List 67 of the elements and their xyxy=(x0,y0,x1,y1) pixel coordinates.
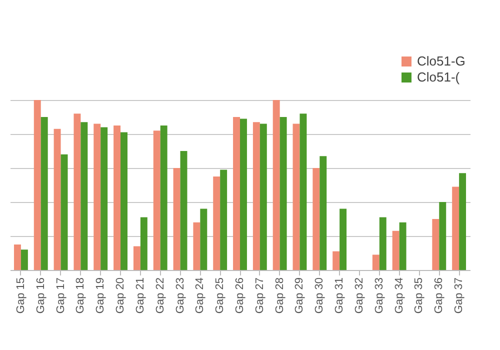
x-tick-label: Gap 26 xyxy=(234,278,246,314)
bar xyxy=(20,250,28,270)
bar xyxy=(114,126,121,270)
x-tick-label: Gap 33 xyxy=(373,278,386,314)
x-tick-label: Gap 22 xyxy=(154,278,166,314)
bar xyxy=(34,100,41,270)
bar xyxy=(340,208,347,270)
bar xyxy=(312,168,320,270)
bar xyxy=(439,202,446,270)
bar xyxy=(133,246,140,270)
bar xyxy=(332,251,340,270)
x-tick-label: Gap 21 xyxy=(134,278,146,314)
x-tick-label: Gap 25 xyxy=(214,278,226,314)
bar xyxy=(459,173,466,270)
x-tick-label: Gap 18 xyxy=(74,278,87,314)
bar xyxy=(54,128,61,270)
x-tick-label: Gap 32 xyxy=(353,278,366,314)
bar xyxy=(160,126,168,270)
bar xyxy=(120,132,128,270)
x-tick-label: Gap 37 xyxy=(453,278,466,314)
legend-label: Clo51-G xyxy=(417,54,466,68)
bar xyxy=(193,222,200,270)
x-tick-label: Gap 17 xyxy=(54,278,67,314)
bar xyxy=(292,124,300,270)
bar xyxy=(60,154,68,270)
bar xyxy=(100,127,108,270)
bar xyxy=(94,124,101,270)
bar xyxy=(80,122,88,270)
x-tick-label: Gap 29 xyxy=(294,278,306,314)
bar xyxy=(200,208,208,270)
bar xyxy=(272,100,280,270)
bar xyxy=(280,117,287,270)
bar xyxy=(452,186,460,270)
legend-label: Clo51-( xyxy=(417,70,460,84)
bar xyxy=(399,222,406,270)
x-tick-label: Gap 16 xyxy=(34,278,47,314)
bar xyxy=(392,230,400,270)
bar xyxy=(14,244,21,270)
bar xyxy=(213,176,220,270)
x-tick-label: Gap 28 xyxy=(274,278,286,314)
x-tick-label: Gap 35 xyxy=(413,278,426,314)
bar xyxy=(140,217,148,270)
bar xyxy=(153,130,160,270)
bar xyxy=(74,114,81,270)
bar xyxy=(372,254,380,270)
x-tick-label: Gap 20 xyxy=(114,278,127,314)
bar xyxy=(233,117,240,270)
bar xyxy=(252,122,260,270)
bar xyxy=(432,219,440,270)
x-tick-label: Gap 19 xyxy=(94,278,107,314)
bar xyxy=(320,156,327,270)
bar xyxy=(300,114,307,270)
bar xyxy=(260,124,267,270)
x-tick-label: Gap 34 xyxy=(393,278,406,314)
x-tick-label: Gap 15 xyxy=(14,278,27,314)
x-tick-label: Gap 31 xyxy=(334,278,346,314)
bar xyxy=(180,151,188,270)
bar xyxy=(220,170,228,270)
bar xyxy=(379,217,386,270)
x-tick-label: Gap 27 xyxy=(254,278,266,314)
bar xyxy=(40,117,48,270)
x-tick-label: Gap 30 xyxy=(314,278,326,314)
x-tick-label: Gap 36 xyxy=(433,278,446,314)
x-tick-label: Gap 24 xyxy=(194,278,206,314)
x-tick-label: Gap 23 xyxy=(174,278,186,314)
bar xyxy=(173,168,180,270)
bar xyxy=(240,118,247,270)
